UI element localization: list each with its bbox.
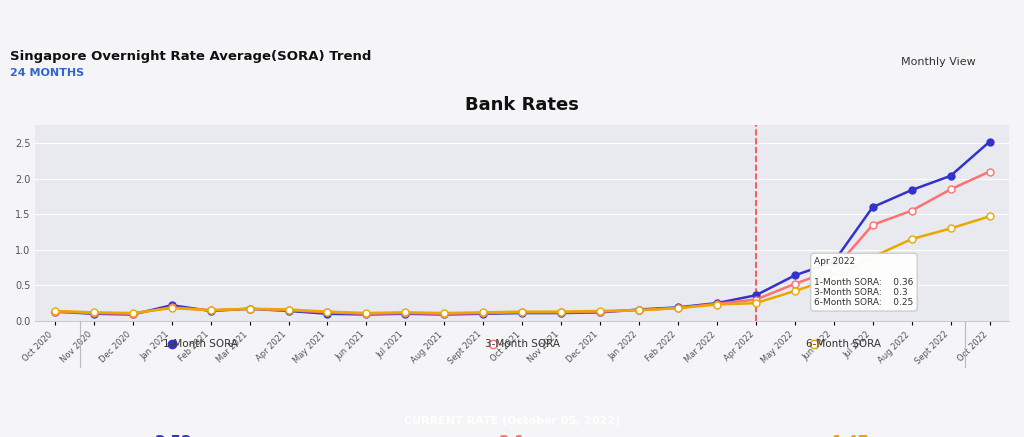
Text: 2.1: 2.1 — [499, 435, 525, 437]
Text: Bank Rates: Bank Rates — [465, 96, 580, 114]
Text: Apr 2022

1-Month SORA:    0.36
3-Month SORA:    0.3
6-Month SORA:    0.25: Apr 2022 1-Month SORA: 0.36 3-Month SORA… — [814, 257, 913, 308]
Text: 24 MONTHS: 24 MONTHS — [10, 68, 84, 78]
Text: 1.47: 1.47 — [831, 435, 868, 437]
Text: 2.52: 2.52 — [156, 435, 193, 437]
Text: 1-Month SORA: 1-Month SORA — [164, 340, 239, 350]
Text: 6-Month SORA: 6-Month SORA — [806, 340, 881, 350]
Text: CURRENT RATE (October 05, 2022): CURRENT RATE (October 05, 2022) — [403, 416, 621, 426]
Text: Singapore Overnight Rate Average(SORA) Trend: Singapore Overnight Rate Average(SORA) T… — [10, 50, 372, 63]
Text: ⇅: ⇅ — [966, 56, 975, 66]
Text: Monthly View: Monthly View — [901, 57, 976, 67]
Text: 3-Month SORA: 3-Month SORA — [484, 340, 560, 350]
